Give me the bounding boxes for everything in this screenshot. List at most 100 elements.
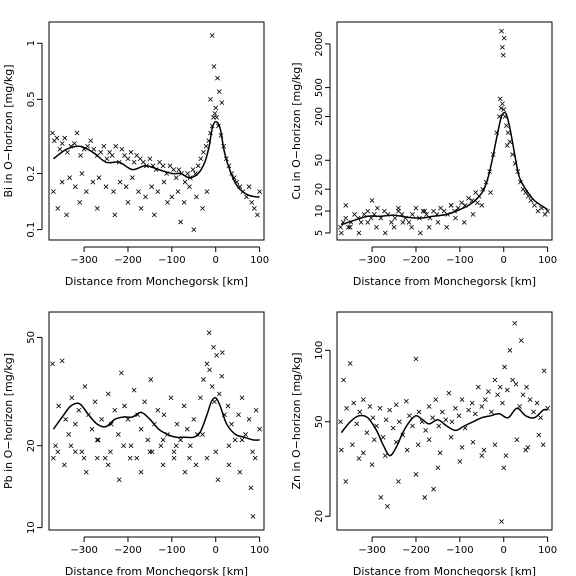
chart-0-x-tick-label: −100 xyxy=(158,255,185,266)
chart-2-point xyxy=(89,426,95,432)
chart-1-point xyxy=(410,212,415,217)
chart-2-point xyxy=(160,462,166,468)
chart-1-point xyxy=(473,190,479,195)
chart-3-point xyxy=(354,421,360,427)
chart-0-point xyxy=(62,135,68,141)
chart-3-point xyxy=(499,519,504,524)
chart-3-point xyxy=(538,415,543,421)
chart-3-point xyxy=(540,442,546,448)
chart-0-point xyxy=(173,175,179,181)
chart-2-point xyxy=(237,469,243,475)
chart-3-point xyxy=(466,407,472,413)
chart-1-point xyxy=(339,230,344,236)
chart-3-point xyxy=(479,453,485,459)
chart-2-point xyxy=(121,443,126,449)
chart-0-point xyxy=(101,143,107,149)
chart-2-point xyxy=(206,330,212,336)
chart-0-point xyxy=(55,206,61,211)
chart-0-point xyxy=(167,163,173,169)
chart-2-x-tick-label: −300 xyxy=(70,545,97,556)
chart-0-point xyxy=(136,189,141,194)
chart-3-point xyxy=(531,409,536,415)
chart-1-x-axis-title: Distance from Monchegorsk [km] xyxy=(353,275,536,288)
chart-2-x-tick-label: −100 xyxy=(158,545,185,556)
chart-3-x-tick-label: 0 xyxy=(501,545,507,556)
chart-2-x-tick-label: 100 xyxy=(250,545,269,556)
chart-0-point xyxy=(255,212,260,218)
chart-2-point xyxy=(204,455,210,461)
chart-3-y-axis-title: Zn in O−horizon [mg/kg] xyxy=(290,353,303,490)
chart-2-point xyxy=(160,437,166,443)
chart-0-point xyxy=(157,159,162,165)
chart-3-point xyxy=(430,415,436,421)
chart-0-y-tick-label: 0.1 xyxy=(26,222,37,238)
chart-0-point xyxy=(91,146,97,152)
chart-3-point xyxy=(446,390,452,396)
chart-0-point xyxy=(65,149,70,155)
chart-0-point xyxy=(200,206,205,211)
chart-0-point xyxy=(111,189,116,194)
chart-2-point xyxy=(182,469,188,475)
chart-2-point xyxy=(229,421,234,427)
chart-3-point xyxy=(475,384,481,390)
chart-0-point xyxy=(216,89,222,95)
chart-3-smooth-line xyxy=(340,407,548,457)
chart-2-point xyxy=(50,361,55,367)
chart-2-point xyxy=(59,358,65,364)
chart-3-point xyxy=(501,465,507,471)
chart-0-point xyxy=(64,212,69,218)
chart-2-point xyxy=(211,344,216,350)
chart-3-point xyxy=(456,413,462,419)
chart-1-y-tick-label: 200 xyxy=(314,107,325,126)
chart-0-point xyxy=(51,189,56,194)
chart-3-point xyxy=(536,432,542,438)
chart-2-point xyxy=(95,437,101,443)
chart-0-point xyxy=(98,149,104,155)
chart-0-point xyxy=(74,130,80,136)
chart-2-point xyxy=(102,455,108,461)
chart-1-x-tick-label: 0 xyxy=(501,255,507,266)
chart-2-y-tick-label: 20 xyxy=(26,439,37,452)
chart-3-point xyxy=(390,425,396,431)
chart-2-point xyxy=(83,469,89,475)
chart-1-point xyxy=(507,139,513,145)
chart-3-point xyxy=(437,450,443,456)
chart-2-point xyxy=(69,395,75,401)
chart-3-point xyxy=(523,447,529,453)
chart-0-point xyxy=(72,184,78,190)
chart-2-point xyxy=(127,455,133,461)
chart-2-point xyxy=(173,443,179,449)
chart-2-point xyxy=(138,469,144,475)
chart-3-point xyxy=(404,447,410,453)
chart-3-point xyxy=(338,419,343,425)
chart-3-point xyxy=(527,397,533,402)
chart-0-point xyxy=(215,75,220,81)
chart-3-point xyxy=(512,320,518,326)
chart-1-point xyxy=(422,208,428,214)
chart-2-point xyxy=(214,352,219,358)
chart-2-point xyxy=(145,437,151,443)
chart-3-point xyxy=(481,447,487,453)
chart-0-x-tick-label: 100 xyxy=(250,255,269,266)
chart-3-point xyxy=(503,453,509,459)
chart-1-x-tick-label: −300 xyxy=(358,255,385,266)
chart-2-point xyxy=(253,407,259,413)
chart-0-x-tick-label: −200 xyxy=(114,255,141,266)
chart-3-point xyxy=(457,459,463,464)
chart-1-point xyxy=(498,105,504,111)
chart-2-point xyxy=(191,416,197,422)
chart-1-point xyxy=(400,219,406,225)
chart-2-point xyxy=(178,437,184,443)
chart-0-point xyxy=(214,115,219,120)
chart-2-point xyxy=(250,449,255,455)
chart-3-x-tick-label: −100 xyxy=(446,545,473,556)
chart-0-x-axis-title: Distance from Monchegorsk [km] xyxy=(65,275,248,288)
chart-1-point xyxy=(347,224,353,230)
chart-0-point xyxy=(59,141,65,146)
chart-0-point xyxy=(96,175,102,181)
chart-1-point xyxy=(499,28,504,34)
chart-0-point xyxy=(182,179,188,185)
chart-1-point xyxy=(389,219,394,225)
chart-3-point xyxy=(443,417,449,423)
